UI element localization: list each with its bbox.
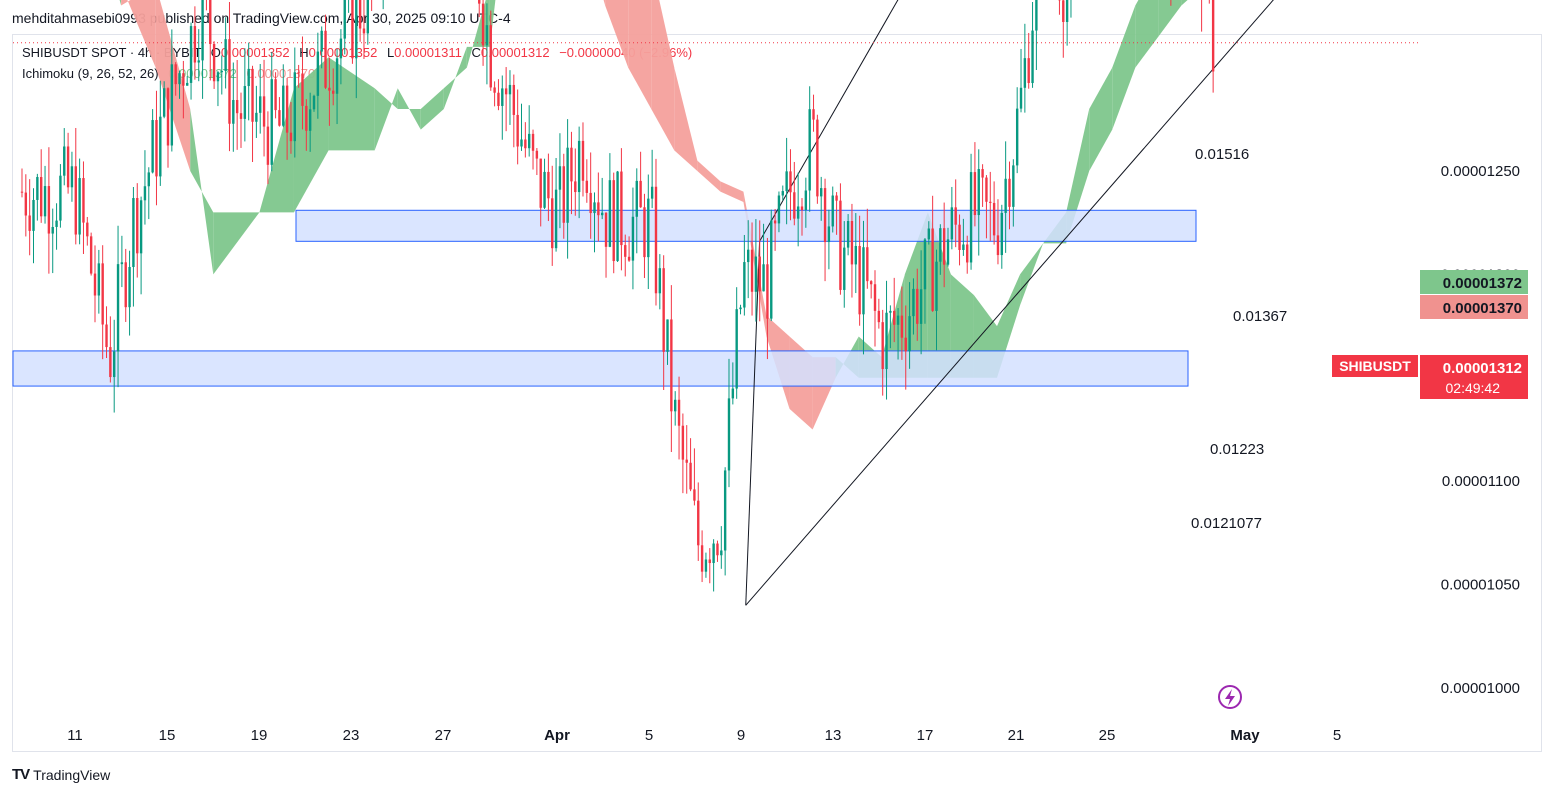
cloud-segment [1158,0,1182,37]
tradingview-logo[interactable]: TV [12,766,30,783]
chart-frame[interactable] [12,34,1542,752]
tradingview-brand[interactable]: TradingView [33,766,111,783]
cloud-segment [1181,0,1188,6]
high-label: H [299,45,309,60]
indicator-value-a: 0.00001372 [168,66,237,81]
indicator-name[interactable]: Ichimoku (9, 26, 52, 26) [22,66,159,81]
low-label: L [386,45,395,60]
ohlc-legend: SHIBUSDT SPOT · 4h · BYBIT O0.00001352 H… [22,45,692,60]
indicator-legend: Ichimoku (9, 26, 52, 26) 0.00001372 0.00… [22,66,315,81]
indicator-value-b: 0.00001370 [246,66,316,81]
close-value: 0.00001312 [480,45,550,60]
change-value: −0.00000040 (−2.96%) [559,45,693,60]
footer: TV TradingView [12,766,110,783]
candle-body [1035,0,1038,31]
candle-body [478,0,481,4]
candle-body [1062,0,1065,22]
publish-info: mehditahmasebi0993 published on TradingV… [12,10,511,26]
high-value: 0.00001352 [308,45,378,60]
open-label: O [210,45,221,60]
candle-body [362,28,366,34]
low-value: 0.00001311 [394,45,462,60]
cloud-segment [119,0,122,6]
cloud-segment [603,0,606,6]
close-label: C [471,45,481,60]
candle-body [1065,0,1069,22]
symbol-label[interactable]: SHIBUSDT SPOT · 4h · BYBIT [22,45,202,60]
open-value: 0.00001352 [220,45,290,60]
